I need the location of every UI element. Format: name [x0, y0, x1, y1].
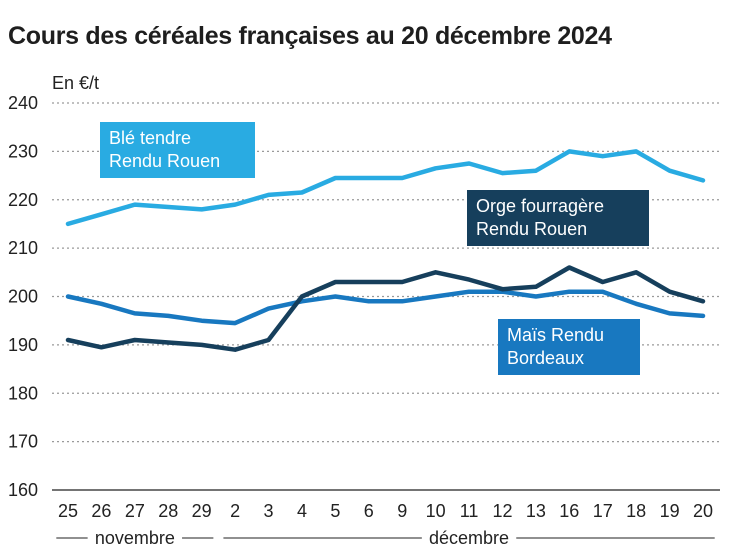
chart-title: Cours des céréales françaises au 20 déce… [8, 22, 612, 50]
series-line-2 [65, 289, 706, 326]
month-axis: novembre décembre [56, 528, 715, 548]
y-tick-label: 240 [8, 93, 38, 113]
series-label-box [467, 190, 649, 246]
x-tick-label: 3 [264, 501, 274, 521]
y-axis-label: En €/t [52, 73, 99, 93]
x-tick-label: 19 [660, 501, 680, 521]
x-tick-label: 28 [158, 501, 178, 521]
series-label-text: Blé tendre [109, 128, 191, 148]
series-label-text: Rendu Rouen [109, 151, 220, 171]
series-label-2: Maïs Rendu Bordeaux [498, 319, 640, 375]
x-tick-label: 6 [364, 501, 374, 521]
x-tick-label: 20 [693, 501, 713, 521]
x-tick-label: 27 [125, 501, 145, 521]
series-labels: Blé tendre Rendu Rouen Orge fourragère Rend… [100, 122, 649, 375]
series-label-box [498, 319, 640, 375]
x-tick-label: 13 [526, 501, 546, 521]
x-tick-label: 17 [593, 501, 613, 521]
y-tick-label: 220 [8, 190, 38, 210]
series-label-0: Blé tendre Rendu Rouen [100, 122, 255, 178]
x-tick-label: 2 [230, 501, 240, 521]
series-line-0 [65, 149, 706, 227]
series-label-text: Bordeaux [507, 348, 584, 368]
y-tick-label: 170 [8, 432, 38, 452]
y-ticks: 160 170 180 190 200 210 220 230 240 [8, 93, 38, 500]
grid [52, 102, 720, 491]
series-line-1 [65, 265, 706, 352]
x-tick-label: 10 [426, 501, 446, 521]
x-tick-label: 9 [397, 501, 407, 521]
y-tick-label: 160 [8, 480, 38, 500]
x-tick-label: 4 [297, 501, 307, 521]
month-label: décembre [429, 528, 509, 548]
x-tick-label: 11 [460, 501, 479, 521]
x-tick-label: 16 [559, 501, 579, 521]
series-label-text: Rendu Rouen [476, 219, 587, 239]
y-tick-label: 210 [8, 238, 38, 258]
x-ticks: 25 26 27 28 29 2 3 4 5 6 9 10 11 12 13 16 17 18 19 20 [58, 501, 713, 521]
series-label-text: Orge fourragère [476, 196, 604, 216]
x-tick-label: 12 [492, 501, 512, 521]
x-tick-label: 18 [626, 501, 646, 521]
month-label: novembre [95, 528, 175, 548]
x-tick-label: 5 [330, 501, 340, 521]
x-tick-label: 29 [192, 501, 212, 521]
series-label-text: Maïs Rendu [507, 325, 604, 345]
series [65, 149, 706, 352]
y-tick-label: 190 [8, 335, 38, 355]
x-tick-label: 25 [58, 501, 78, 521]
x-tick-label: 26 [91, 501, 111, 521]
y-tick-label: 200 [8, 287, 38, 307]
y-tick-label: 180 [8, 383, 38, 403]
series-label-box [100, 122, 255, 178]
series-label-1: Orge fourragère Rendu Rouen [467, 190, 649, 246]
y-tick-label: 230 [8, 141, 38, 161]
